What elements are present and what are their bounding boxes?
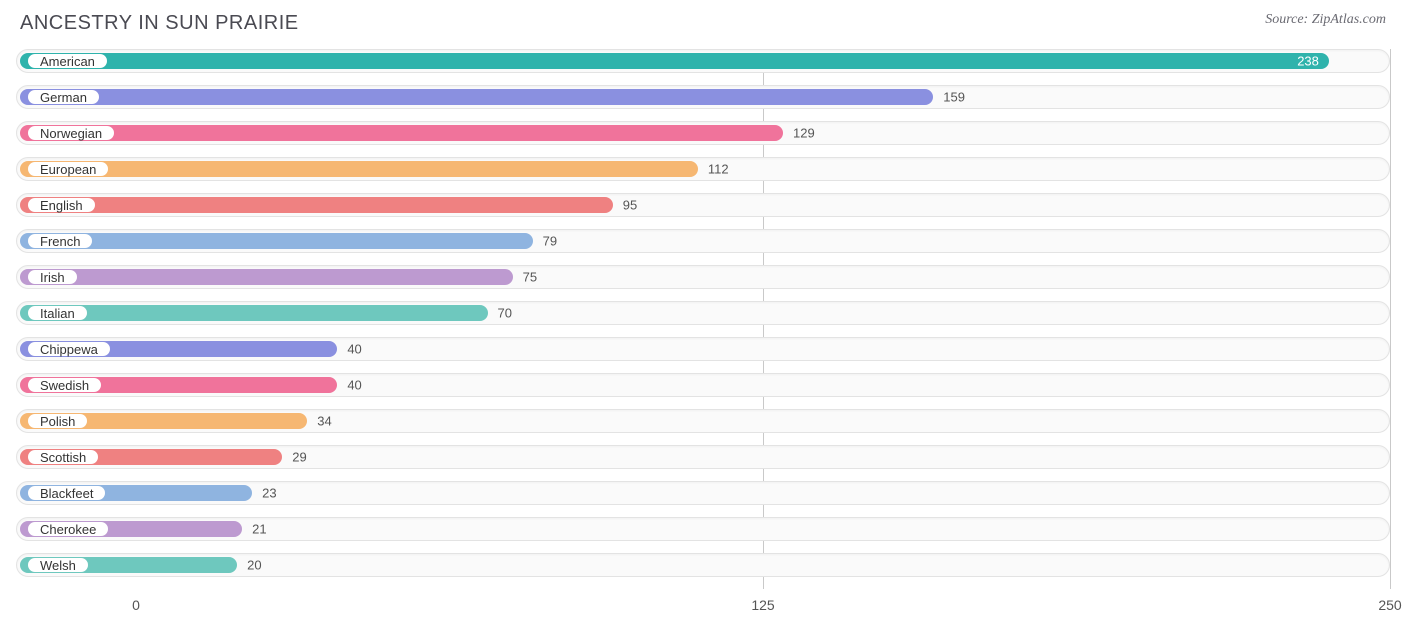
bar-track: French 79 bbox=[16, 229, 1390, 253]
bar-value: 79 bbox=[543, 234, 557, 249]
bar-track: German 159 bbox=[16, 85, 1390, 109]
category-pill: Welsh bbox=[27, 557, 89, 573]
axis-tick-label: 250 bbox=[1378, 597, 1401, 613]
bar bbox=[20, 125, 783, 141]
bar: 238 bbox=[20, 53, 1329, 69]
bar-track: Cherokee 21 bbox=[16, 517, 1390, 541]
bar-value: 75 bbox=[523, 270, 537, 285]
bar-track: Welsh 20 bbox=[16, 553, 1390, 577]
bar-track: Swedish 40 bbox=[16, 373, 1390, 397]
bar-track: Irish 75 bbox=[16, 265, 1390, 289]
x-axis: 0125250 bbox=[16, 593, 1390, 617]
axis-tick-label: 125 bbox=[751, 597, 774, 613]
category-pill: Polish bbox=[27, 413, 88, 429]
bar-track: Italian 70 bbox=[16, 301, 1390, 325]
bar-value: 238 bbox=[1297, 54, 1319, 69]
category-pill: Irish bbox=[27, 269, 78, 285]
bar bbox=[20, 161, 698, 177]
category-pill: Swedish bbox=[27, 377, 102, 393]
chart-source: Source: ZipAtlas.com bbox=[1265, 12, 1386, 28]
category-pill: English bbox=[27, 197, 96, 213]
category-pill: Blackfeet bbox=[27, 485, 106, 501]
bar-track: 238 American bbox=[16, 49, 1390, 73]
bar bbox=[20, 305, 488, 321]
category-pill: Scottish bbox=[27, 449, 99, 465]
bar-value: 70 bbox=[498, 306, 512, 321]
bar-track: Chippewa 40 bbox=[16, 337, 1390, 361]
bar-value: 159 bbox=[943, 90, 965, 105]
bar-track: Scottish 29 bbox=[16, 445, 1390, 469]
category-pill: Norwegian bbox=[27, 125, 115, 141]
chart-area: 238 American German 159 Norwegian 129 European… bbox=[16, 49, 1390, 617]
gridline bbox=[1390, 49, 1391, 589]
chart-header: ANCESTRY IN SUN PRAIRIE Source: ZipAtlas… bbox=[16, 12, 1390, 35]
chart-title: ANCESTRY IN SUN PRAIRIE bbox=[20, 12, 299, 35]
bar-value: 34 bbox=[317, 414, 331, 429]
category-pill: French bbox=[27, 233, 93, 249]
bar-track: Norwegian 129 bbox=[16, 121, 1390, 145]
bar-value: 20 bbox=[247, 558, 261, 573]
bar-track: European 112 bbox=[16, 157, 1390, 181]
bar-value: 21 bbox=[252, 522, 266, 537]
category-pill: European bbox=[27, 161, 109, 177]
bar-value: 112 bbox=[708, 162, 729, 177]
bar-value: 95 bbox=[623, 198, 637, 213]
bar bbox=[20, 269, 513, 285]
bar-track: Blackfeet 23 bbox=[16, 481, 1390, 505]
bar-value: 23 bbox=[262, 486, 276, 501]
category-pill: Chippewa bbox=[27, 341, 111, 357]
bar-value: 40 bbox=[347, 342, 361, 357]
bar bbox=[20, 233, 533, 249]
bar-value: 29 bbox=[292, 450, 306, 465]
bar-value: 129 bbox=[793, 126, 815, 141]
category-pill: American bbox=[27, 53, 108, 69]
bar-track: Polish 34 bbox=[16, 409, 1390, 433]
bar bbox=[20, 197, 613, 213]
axis-tick-label: 0 bbox=[132, 597, 140, 613]
bar-value: 40 bbox=[347, 378, 361, 393]
category-pill: Cherokee bbox=[27, 521, 109, 537]
bar bbox=[20, 89, 933, 105]
category-pill: Italian bbox=[27, 305, 88, 321]
bar-track: English 95 bbox=[16, 193, 1390, 217]
bar-container: 238 American German 159 Norwegian 129 European… bbox=[16, 49, 1390, 577]
category-pill: German bbox=[27, 89, 100, 105]
